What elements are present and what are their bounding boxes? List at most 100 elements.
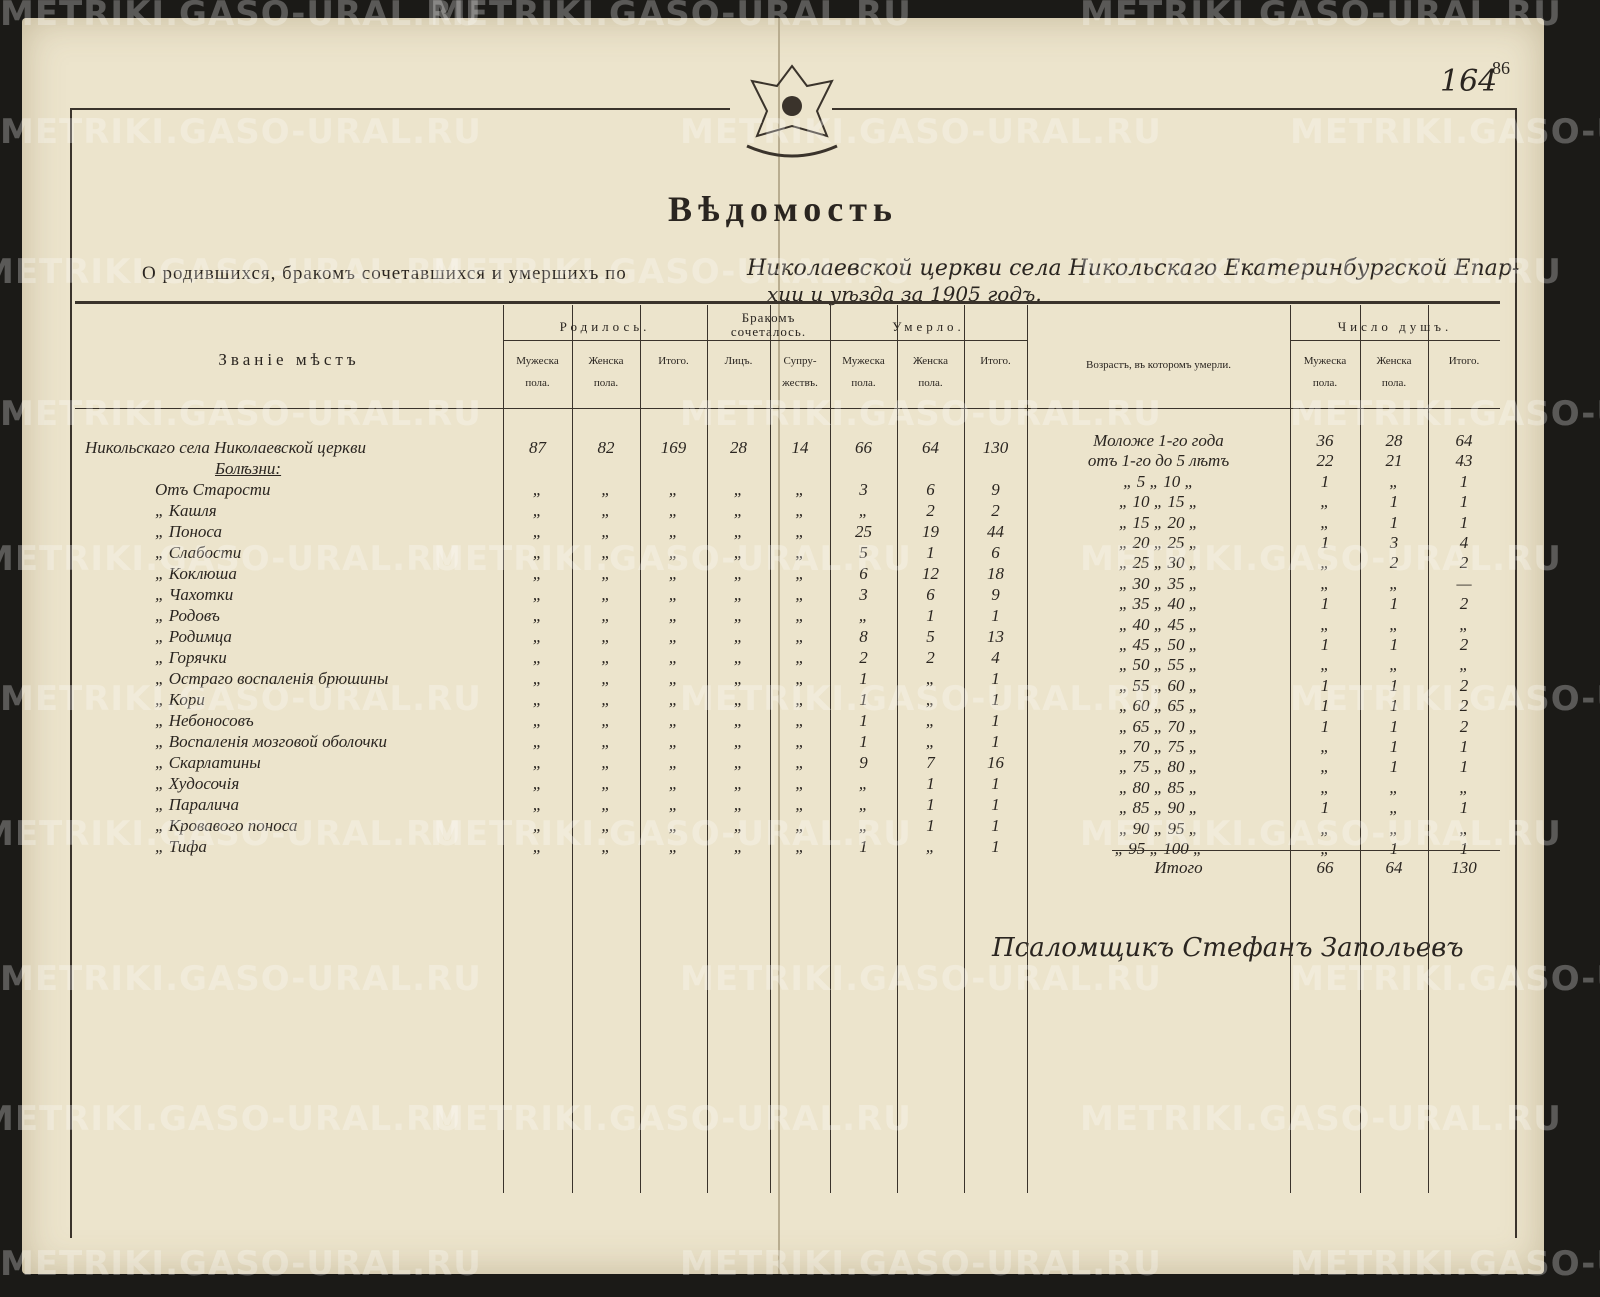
row-label: „ Воспаленія мозговой оболочки bbox=[155, 732, 388, 751]
value-cell: 4 bbox=[1459, 533, 1469, 552]
value-cell: „ bbox=[925, 711, 936, 730]
value-cell: 6 bbox=[859, 564, 868, 583]
value-cell: „ bbox=[601, 669, 611, 688]
value-cell: „ bbox=[668, 648, 679, 667]
value-cell: 82 bbox=[597, 438, 615, 457]
watermark: METRIKI.GASO-URAL.RU bbox=[1290, 112, 1600, 152]
value-cell: 1 bbox=[1389, 757, 1399, 777]
header-rule bbox=[1290, 340, 1500, 341]
value-cell: 2 bbox=[991, 501, 1000, 520]
value-cell: „ bbox=[532, 564, 543, 583]
column-line bbox=[1360, 305, 1361, 1193]
age-label: „ 50 „ 55 „ bbox=[1118, 655, 1199, 675]
value-cell: „ bbox=[1320, 757, 1330, 777]
watermark: METRIKI.GASO-URAL.RU bbox=[0, 0, 482, 34]
value-cell: „ bbox=[795, 522, 805, 541]
watermark: METRIKI.GASO-URAL.RU bbox=[0, 1244, 482, 1284]
value-cell: „ bbox=[795, 543, 805, 562]
table-rule bbox=[75, 301, 1500, 304]
value-cell: „ bbox=[532, 816, 543, 835]
value-cell: „ bbox=[795, 690, 805, 709]
column-line bbox=[770, 305, 771, 1193]
value-cell: 1 bbox=[1320, 716, 1330, 736]
row-label: „ Тифа bbox=[155, 837, 207, 856]
value-cell: „ bbox=[1459, 655, 1469, 675]
total-value: 130 bbox=[1451, 858, 1477, 877]
value-cell: „ bbox=[1320, 553, 1330, 573]
header-sub: Итого. bbox=[980, 355, 1011, 367]
frame-left bbox=[70, 108, 72, 1238]
value-cell: 66 bbox=[855, 438, 872, 457]
value-cell: „ bbox=[668, 711, 679, 730]
value-cell: „ bbox=[668, 690, 679, 709]
value-cell: „ bbox=[1389, 471, 1399, 491]
value-cell: „ bbox=[668, 774, 679, 793]
value-cell: „ bbox=[733, 837, 744, 856]
title: Вѣдомость bbox=[668, 189, 898, 229]
value-cell: „ bbox=[601, 816, 611, 835]
column-line bbox=[640, 305, 641, 1193]
value-cell: „ bbox=[733, 711, 744, 730]
watermark: METRIKI.GASO-URAL.RU bbox=[1080, 539, 1562, 579]
value-cell: 1 bbox=[859, 711, 868, 730]
column-line bbox=[572, 305, 573, 1193]
age-label: „ 25 „ 30 „ bbox=[1118, 553, 1199, 573]
value-cell: 1 bbox=[1320, 798, 1330, 818]
value-cell: 1 bbox=[991, 837, 1000, 856]
value-cell: „ bbox=[733, 585, 744, 604]
subtitle-handwritten: Николаевской церкви села Никольскаго Ека… bbox=[747, 256, 1520, 281]
value-cell: „ bbox=[532, 480, 543, 499]
value-cell: „ bbox=[601, 543, 611, 562]
value-cell: „ bbox=[925, 732, 936, 751]
value-cell: 1 bbox=[926, 543, 935, 562]
value-cell: 9 bbox=[859, 753, 868, 772]
value-cell: 64 bbox=[922, 438, 939, 457]
row-label: „ Кашля bbox=[155, 501, 217, 520]
value-cell: 1 bbox=[859, 732, 868, 751]
value-cell: „ bbox=[668, 627, 679, 646]
value-cell: „ bbox=[733, 690, 744, 709]
value-cell: 16 bbox=[987, 753, 1004, 772]
value-cell: „ bbox=[532, 543, 543, 562]
header-age: Возрастъ, въ которомъ умерли. bbox=[1086, 359, 1231, 371]
value-cell: 2 bbox=[859, 648, 868, 667]
value-cell: „ bbox=[532, 522, 543, 541]
value-cell: 1 bbox=[991, 711, 1000, 730]
value-cell: „ bbox=[795, 648, 805, 667]
value-cell: 5 bbox=[859, 543, 868, 562]
section-label: Болѣзни: bbox=[215, 459, 282, 478]
value-cell: „ bbox=[601, 627, 611, 646]
row-label: „ Худосочія bbox=[155, 774, 240, 793]
value-cell: 1 bbox=[859, 690, 868, 709]
value-cell: — bbox=[1456, 573, 1472, 593]
value-cell: 1 bbox=[1389, 635, 1399, 654]
value-cell: 6 bbox=[926, 585, 935, 604]
value-cell: „ bbox=[1320, 839, 1330, 858]
total-label: Итого bbox=[1154, 858, 1203, 877]
value-cell: 3 bbox=[859, 480, 868, 499]
value-cell: „ bbox=[532, 753, 543, 772]
frame-right bbox=[1515, 108, 1517, 1238]
value-cell: 2 bbox=[926, 648, 935, 667]
header-sub: Женска пола. bbox=[912, 355, 948, 389]
value-cell: „ bbox=[601, 690, 611, 709]
header-place: Званіе мѣстъ bbox=[218, 350, 360, 369]
value-cell: 9 bbox=[991, 480, 1000, 499]
value-cell: 1 bbox=[1320, 533, 1330, 552]
value-cell: 1 bbox=[1459, 471, 1469, 491]
value-cell: „ bbox=[601, 837, 611, 856]
age-label: Моложе 1-го года bbox=[1093, 431, 1224, 450]
value-cell: „ bbox=[1320, 573, 1330, 593]
value-cell: „ bbox=[668, 501, 679, 520]
value-cell: „ bbox=[601, 564, 611, 583]
value-cell: „ bbox=[668, 837, 679, 856]
value-cell: „ bbox=[795, 480, 805, 499]
value-cell: „ bbox=[532, 732, 543, 751]
value-cell: „ bbox=[858, 795, 869, 814]
watermark: METRIKI.GASO-URAL.RU bbox=[430, 252, 912, 292]
value-cell: 1 bbox=[1389, 696, 1399, 716]
value-cell: „ bbox=[733, 732, 744, 751]
value-cell: „ bbox=[1320, 655, 1330, 675]
value-cell: 64 bbox=[1455, 431, 1473, 450]
value-cell: 14 bbox=[791, 438, 809, 457]
